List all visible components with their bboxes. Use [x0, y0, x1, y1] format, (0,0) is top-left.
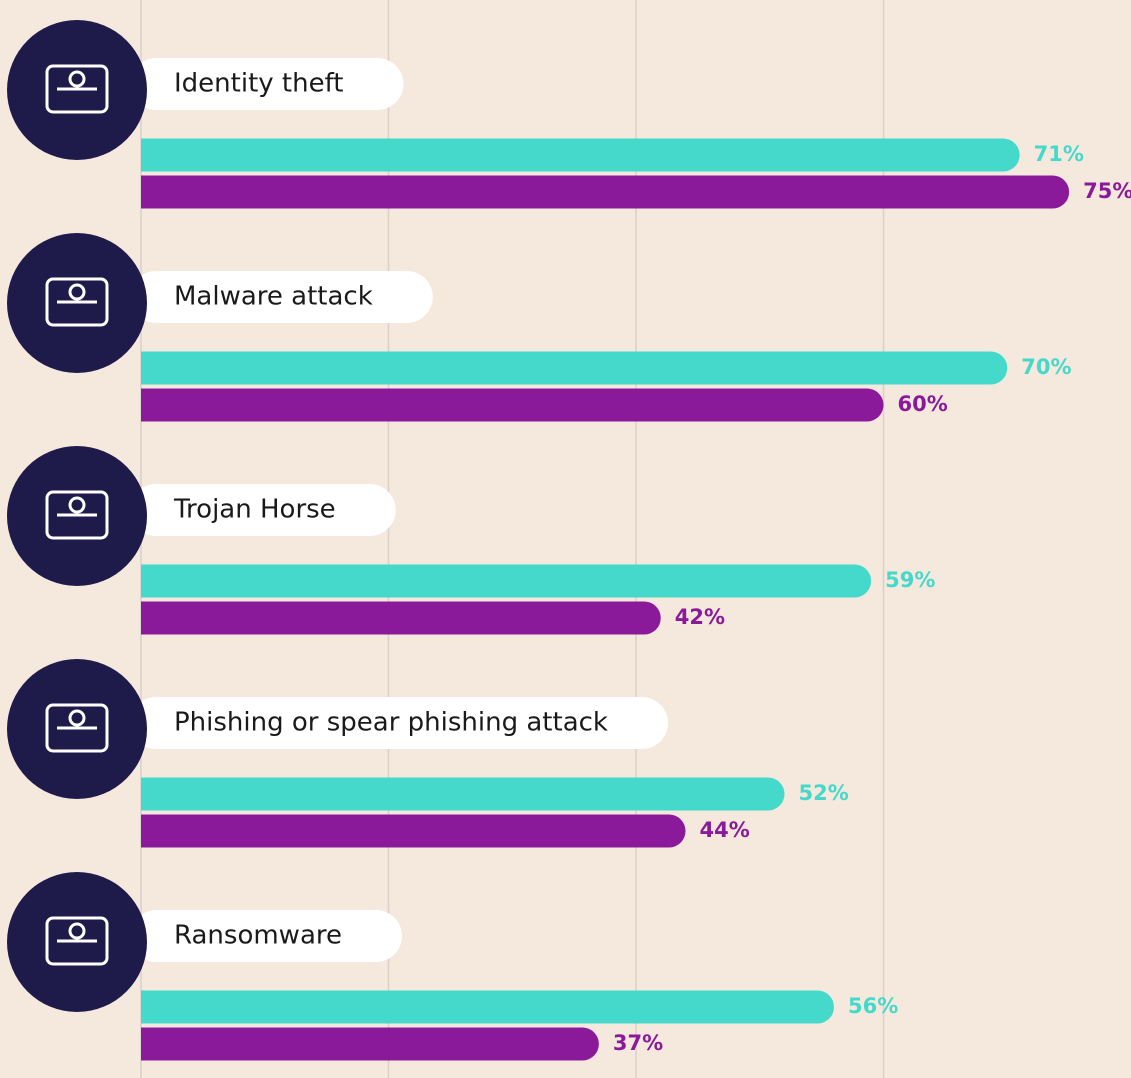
- category-label: Malware attack: [174, 282, 373, 312]
- value-label: 52%: [799, 781, 849, 805]
- bar: [141, 990, 834, 1024]
- value-label: 71%: [1034, 142, 1084, 166]
- icon-glyph: [45, 64, 109, 114]
- category-icon: [7, 659, 147, 799]
- value-label: 37%: [613, 1031, 663, 1055]
- value-label: 59%: [885, 568, 935, 592]
- bar: [141, 564, 872, 598]
- value-label: 70%: [1021, 355, 1071, 379]
- icon-glyph: [45, 490, 109, 540]
- bar: [141, 351, 1008, 385]
- value-label: 60%: [898, 392, 948, 416]
- label-pill: [130, 697, 668, 749]
- bar: [141, 388, 884, 422]
- label-pill: [130, 484, 396, 536]
- icon-glyph: [68, 70, 86, 88]
- category-label: Phishing or spear phishing attack: [174, 708, 608, 738]
- bar: [141, 175, 1070, 209]
- category-icon: [7, 446, 147, 586]
- category-icon: [7, 20, 147, 160]
- bar: [141, 601, 661, 635]
- category-label: Identity theft: [174, 69, 343, 99]
- bar: [141, 814, 686, 848]
- icon-glyph: [45, 277, 109, 327]
- category-icon: [7, 872, 147, 1012]
- value-label: 42%: [675, 605, 725, 629]
- bar: [141, 138, 1020, 172]
- value-label: 44%: [700, 818, 750, 842]
- icon-glyph: [68, 709, 86, 727]
- category-icon: [7, 233, 147, 373]
- value-label: 56%: [848, 994, 898, 1018]
- icon-glyph: [68, 922, 86, 940]
- icon-glyph: [68, 283, 86, 301]
- icon-glyph: [45, 916, 109, 966]
- label-pill: [130, 910, 402, 962]
- label-pill: [130, 271, 433, 323]
- category-label: Trojan Horse: [173, 495, 336, 525]
- bar: [141, 1027, 599, 1061]
- label-pill: [130, 58, 404, 110]
- bar: [141, 777, 785, 811]
- value-label: 75%: [1083, 179, 1131, 203]
- icon-glyph: [45, 703, 109, 753]
- category-label: Ransomware: [174, 921, 342, 951]
- icon-glyph: [68, 496, 86, 514]
